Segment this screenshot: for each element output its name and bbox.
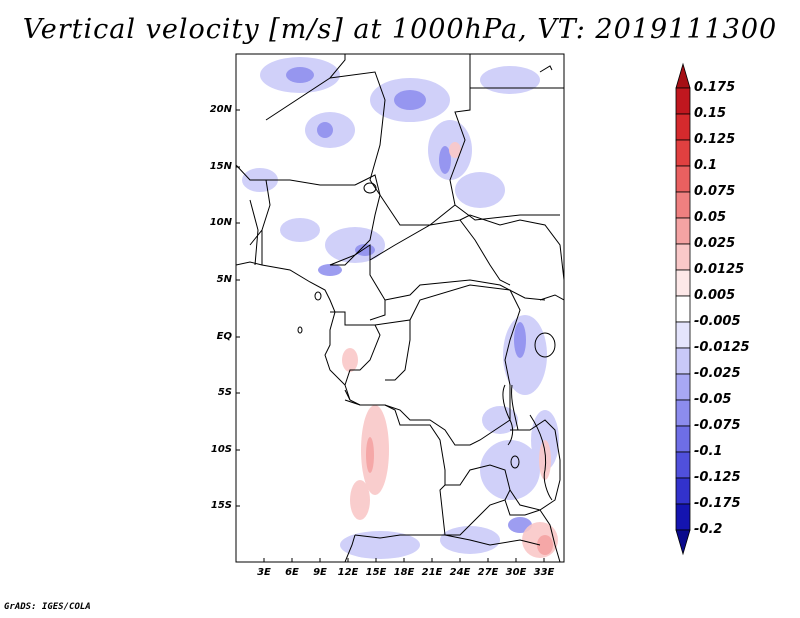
colorbar-segment [675,217,691,245]
lon-label-6e: 6E [285,567,299,578]
lon-label-3e: 3E [257,567,271,578]
lat-label-15n: 15N [209,161,232,172]
colorbar-segment [675,295,691,323]
colorbar [675,62,691,556]
lat-label-5s: 5S [217,387,232,398]
lat-label-10s: 10S [210,444,232,455]
country-borders [236,54,564,562]
colorbar-segment [675,269,691,297]
colorbar-segment [675,425,691,453]
colorbar-label: -0.05 [694,392,732,407]
colorbar-segment [675,451,691,479]
lat-label-10n: 10N [209,217,232,228]
colorbar-segment [675,165,691,193]
colorbar-segment [675,347,691,375]
colorbar-segment [675,113,691,141]
colorbar-segment [675,87,691,115]
colorbar-segment [675,373,691,401]
colorbar-label: 0.025 [694,236,736,251]
colorbar-label: 0.125 [694,132,736,147]
lon-label-12e: 12E [337,567,359,578]
colorbar-segment [675,503,691,531]
colorbar-label: 0.075 [694,184,736,199]
lat-label-5n: 5N [216,274,232,285]
colorbar-label: -0.175 [694,496,741,511]
lon-label-33e: 33E [533,567,555,578]
lat-ticks [236,109,240,507]
colorbar-label: -0.075 [694,418,741,433]
colorbar-top-arrow [675,62,691,89]
colorbar-segment [675,243,691,271]
colorbar-label: -0.2 [694,522,723,537]
colorbar-segment [675,399,691,427]
colorbar-label: -0.025 [694,366,741,381]
colorbar-segment [675,191,691,219]
colorbar-label: -0.005 [694,314,741,329]
map-frame [235,53,565,563]
colorbar-label: -0.1 [694,444,723,459]
colorbar-label: 0.005 [694,288,736,303]
footer-credit: GrADS: IGES/COLA [4,602,91,612]
lon-label-21e: 21E [421,567,443,578]
lat-label-eq: EQ [216,331,232,342]
lon-label-18e: 18E [393,567,415,578]
colorbar-label: 0.0125 [694,262,745,277]
colorbar-segment [675,139,691,167]
lat-label-20n: 20N [209,104,232,115]
lon-ticks [263,558,545,562]
lat-label-15s: 15S [210,500,232,511]
colorbar-label: 0.15 [694,106,727,121]
colorbar-segment [675,321,691,349]
colorbar-segment [675,477,691,505]
colorbar-bottom-arrow [675,529,691,556]
colorbar-label: 0.175 [694,80,736,95]
lon-label-24e: 24E [449,567,471,578]
colorbar-label: 0.1 [694,158,718,173]
lon-label-9e: 9E [313,567,327,578]
colorbar-label: 0.05 [694,210,727,225]
lon-label-30e: 30E [505,567,527,578]
colorbar-label: -0.125 [694,470,741,485]
chart-title: Vertical velocity [m/s] at 1000hPa, VT: … [22,14,778,45]
lon-label-15e: 15E [365,567,387,578]
colorbar-label: -0.0125 [694,340,750,355]
lon-label-27e: 27E [477,567,499,578]
